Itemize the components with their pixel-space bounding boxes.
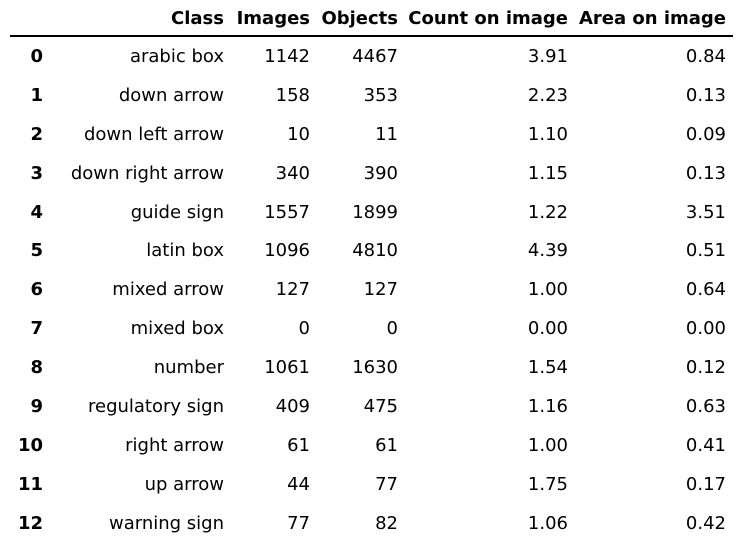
- cell-count-on-image: 1.75: [527, 473, 568, 495]
- cell-count-on-image: 0.00: [527, 318, 568, 340]
- cell-class: mixed box: [130, 318, 224, 340]
- column-header-objects: Objects: [321, 8, 398, 29]
- table-row: 8 number 1061 1630 1.54 0.12: [10, 348, 733, 387]
- row-index: 0: [30, 46, 43, 67]
- cell-images: 1061: [264, 357, 310, 379]
- cell-count-on-image: 4.39: [527, 240, 568, 262]
- cell-count-on-image: 1.15: [527, 162, 568, 184]
- cell-images: 77: [287, 512, 310, 534]
- cell-images: 10: [287, 123, 310, 145]
- column-header-area-on-image: Area on image: [578, 8, 726, 29]
- table-row: 4 guide sign 1557 1899 1.22 3.51: [10, 193, 733, 232]
- table-row: 5 latin box 1096 4810 4.39 0.51: [10, 231, 733, 270]
- cell-area-on-image: 0.09: [685, 123, 726, 145]
- cell-class: latin box: [146, 240, 224, 262]
- table-row: 1 down arrow 158 353 2.23 0.13: [10, 76, 733, 115]
- cell-class: warning sign: [108, 512, 224, 534]
- row-index: 12: [17, 512, 43, 534]
- cell-count-on-image: 2.23: [527, 84, 568, 106]
- cell-images: 1096: [264, 240, 310, 262]
- cell-area-on-image: 0.64: [685, 279, 726, 301]
- row-index: 10: [17, 434, 43, 456]
- cell-count-on-image: 1.00: [527, 434, 568, 456]
- cell-images: 340: [275, 162, 310, 184]
- table-row: 0 arabic box 1142 4467 3.91 0.84: [10, 37, 733, 76]
- table-header-row: Class Images Objects Count on image Area…: [10, 0, 733, 37]
- column-header-images: Images: [236, 8, 310, 29]
- cell-area-on-image: 0.13: [685, 84, 726, 106]
- table-row: 12 warning sign 77 82 1.06 0.42: [10, 504, 733, 543]
- cell-objects: 11: [375, 123, 398, 145]
- cell-objects: 77: [375, 473, 398, 495]
- cell-objects: 0: [386, 318, 398, 340]
- row-index: 2: [30, 123, 43, 145]
- cell-count-on-image: 1.06: [527, 512, 568, 534]
- cell-area-on-image: 0.51: [685, 240, 726, 262]
- row-index: 3: [30, 162, 43, 184]
- row-index: 4: [30, 201, 43, 223]
- table-body: 0 arabic box 1142 4467 3.91 0.84 1 down arrow 15…: [10, 37, 733, 543]
- cell-images: 44: [287, 473, 310, 495]
- cell-count-on-image: 3.91: [527, 46, 568, 67]
- cell-images: 409: [275, 396, 310, 418]
- cell-area-on-image: 0.41: [685, 434, 726, 456]
- cell-images: 61: [287, 434, 310, 456]
- cell-objects: 475: [363, 396, 398, 418]
- cell-objects: 353: [363, 84, 398, 106]
- cell-area-on-image: 0.00: [685, 318, 726, 340]
- cell-area-on-image: 3.51: [685, 201, 726, 223]
- cell-area-on-image: 0.12: [685, 357, 726, 379]
- cell-class: number: [153, 357, 224, 379]
- table-row: 11 up arrow 44 77 1.75 0.17: [10, 465, 733, 504]
- cell-class: down arrow: [118, 84, 224, 106]
- cell-area-on-image: 0.13: [685, 162, 726, 184]
- table-row: 6 mixed arrow 127 127 1.00 0.64: [10, 270, 733, 309]
- cell-class: guide sign: [130, 201, 224, 223]
- cell-objects: 1899: [352, 201, 398, 223]
- row-index: 1: [30, 84, 43, 106]
- cell-class: down left arrow: [83, 123, 224, 145]
- table-row: 7 mixed box 0 0 0.00 0.00: [10, 309, 733, 348]
- cell-count-on-image: 1.10: [527, 123, 568, 145]
- cell-count-on-image: 1.00: [527, 279, 568, 301]
- cell-objects: 127: [363, 279, 398, 301]
- cell-class: mixed arrow: [112, 279, 224, 301]
- cell-count-on-image: 1.54: [527, 357, 568, 379]
- class-statistics-table: Class Images Objects Count on image Area…: [10, 0, 733, 543]
- cell-images: 0: [298, 318, 310, 340]
- cell-objects: 82: [375, 512, 398, 534]
- cell-count-on-image: 1.22: [527, 201, 568, 223]
- cell-objects: 61: [375, 434, 398, 456]
- cell-objects: 390: [363, 162, 398, 184]
- cell-area-on-image: 0.17: [685, 473, 726, 495]
- table-row: 10 right arrow 61 61 1.00 0.41: [10, 426, 733, 465]
- cell-images: 127: [275, 279, 310, 301]
- row-index: 6: [30, 279, 43, 301]
- table-row: 3 down right arrow 340 390 1.15 0.13: [10, 154, 733, 193]
- cell-images: 158: [275, 84, 310, 106]
- row-index: 7: [30, 318, 43, 340]
- cell-count-on-image: 1.16: [527, 396, 568, 418]
- table-row: 2 down left arrow 10 11 1.10 0.09: [10, 115, 733, 154]
- row-index: 8: [30, 357, 43, 379]
- cell-objects: 1630: [352, 357, 398, 379]
- cell-objects: 4467: [352, 46, 398, 67]
- table-row: 9 regulatory sign 409 475 1.16 0.63: [10, 387, 733, 426]
- cell-objects: 4810: [352, 240, 398, 262]
- cell-class: down right arrow: [70, 162, 224, 184]
- cell-class: arabic box: [129, 46, 224, 67]
- row-index: 11: [17, 473, 43, 495]
- cell-area-on-image: 0.84: [685, 46, 726, 67]
- cell-images: 1142: [264, 46, 310, 67]
- cell-class: right arrow: [125, 434, 224, 456]
- cell-class: up arrow: [144, 473, 224, 495]
- cell-area-on-image: 0.42: [685, 512, 726, 534]
- row-index: 5: [30, 240, 43, 262]
- column-header-count-on-image: Count on image: [408, 8, 568, 29]
- cell-class: regulatory sign: [87, 396, 224, 418]
- row-index: 9: [30, 396, 43, 418]
- column-header-class: Class: [171, 8, 224, 29]
- cell-images: 1557: [264, 201, 310, 223]
- cell-area-on-image: 0.63: [685, 396, 726, 418]
